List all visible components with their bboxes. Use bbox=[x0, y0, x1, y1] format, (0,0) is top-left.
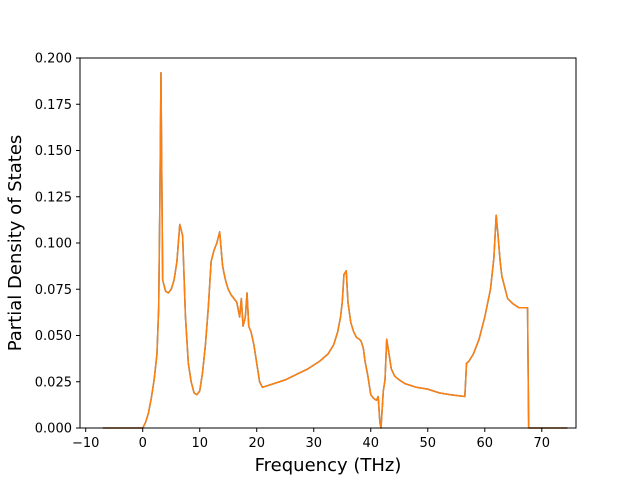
series-layer bbox=[102, 72, 568, 429]
x-tick-label: 40 bbox=[362, 436, 379, 451]
y-tick-label: 0.000 bbox=[35, 422, 72, 437]
y-tick-label: 0.200 bbox=[35, 52, 72, 67]
x-tick-label: 30 bbox=[305, 436, 322, 451]
x-tick-label: 0 bbox=[139, 436, 147, 451]
y-tick-label: 0.050 bbox=[35, 329, 72, 344]
y-tick-label: 0.125 bbox=[35, 190, 72, 205]
y-tick-label: 0.150 bbox=[35, 144, 72, 159]
x-tick-label: 70 bbox=[534, 436, 551, 451]
x-tick-label: −10 bbox=[72, 436, 99, 451]
y-tick-label: 0.025 bbox=[35, 375, 72, 390]
x-axis-ticks: −10 0 10 20 30 40 50 60 70 bbox=[72, 428, 550, 451]
x-tick-label: 20 bbox=[248, 436, 265, 451]
y-axis-label: Partial Density of States bbox=[5, 135, 26, 352]
x-tick-label: 60 bbox=[477, 436, 494, 451]
plot-frame bbox=[79, 57, 577, 429]
y-tick-label: 0.075 bbox=[35, 283, 72, 298]
y-tick-label: 0.175 bbox=[35, 98, 72, 113]
series-line-1 bbox=[102, 72, 568, 429]
x-axis-label: Frequency (THz) bbox=[255, 455, 402, 476]
x-tick-label: 10 bbox=[191, 436, 208, 451]
x-tick-label: 50 bbox=[419, 436, 436, 451]
y-axis-ticks: 0.000 0.025 0.050 0.075 0.100 0.125 0.150 0.175… bbox=[35, 52, 80, 437]
y-tick-label: 0.100 bbox=[35, 237, 72, 252]
series-line-2 bbox=[102, 72, 568, 429]
